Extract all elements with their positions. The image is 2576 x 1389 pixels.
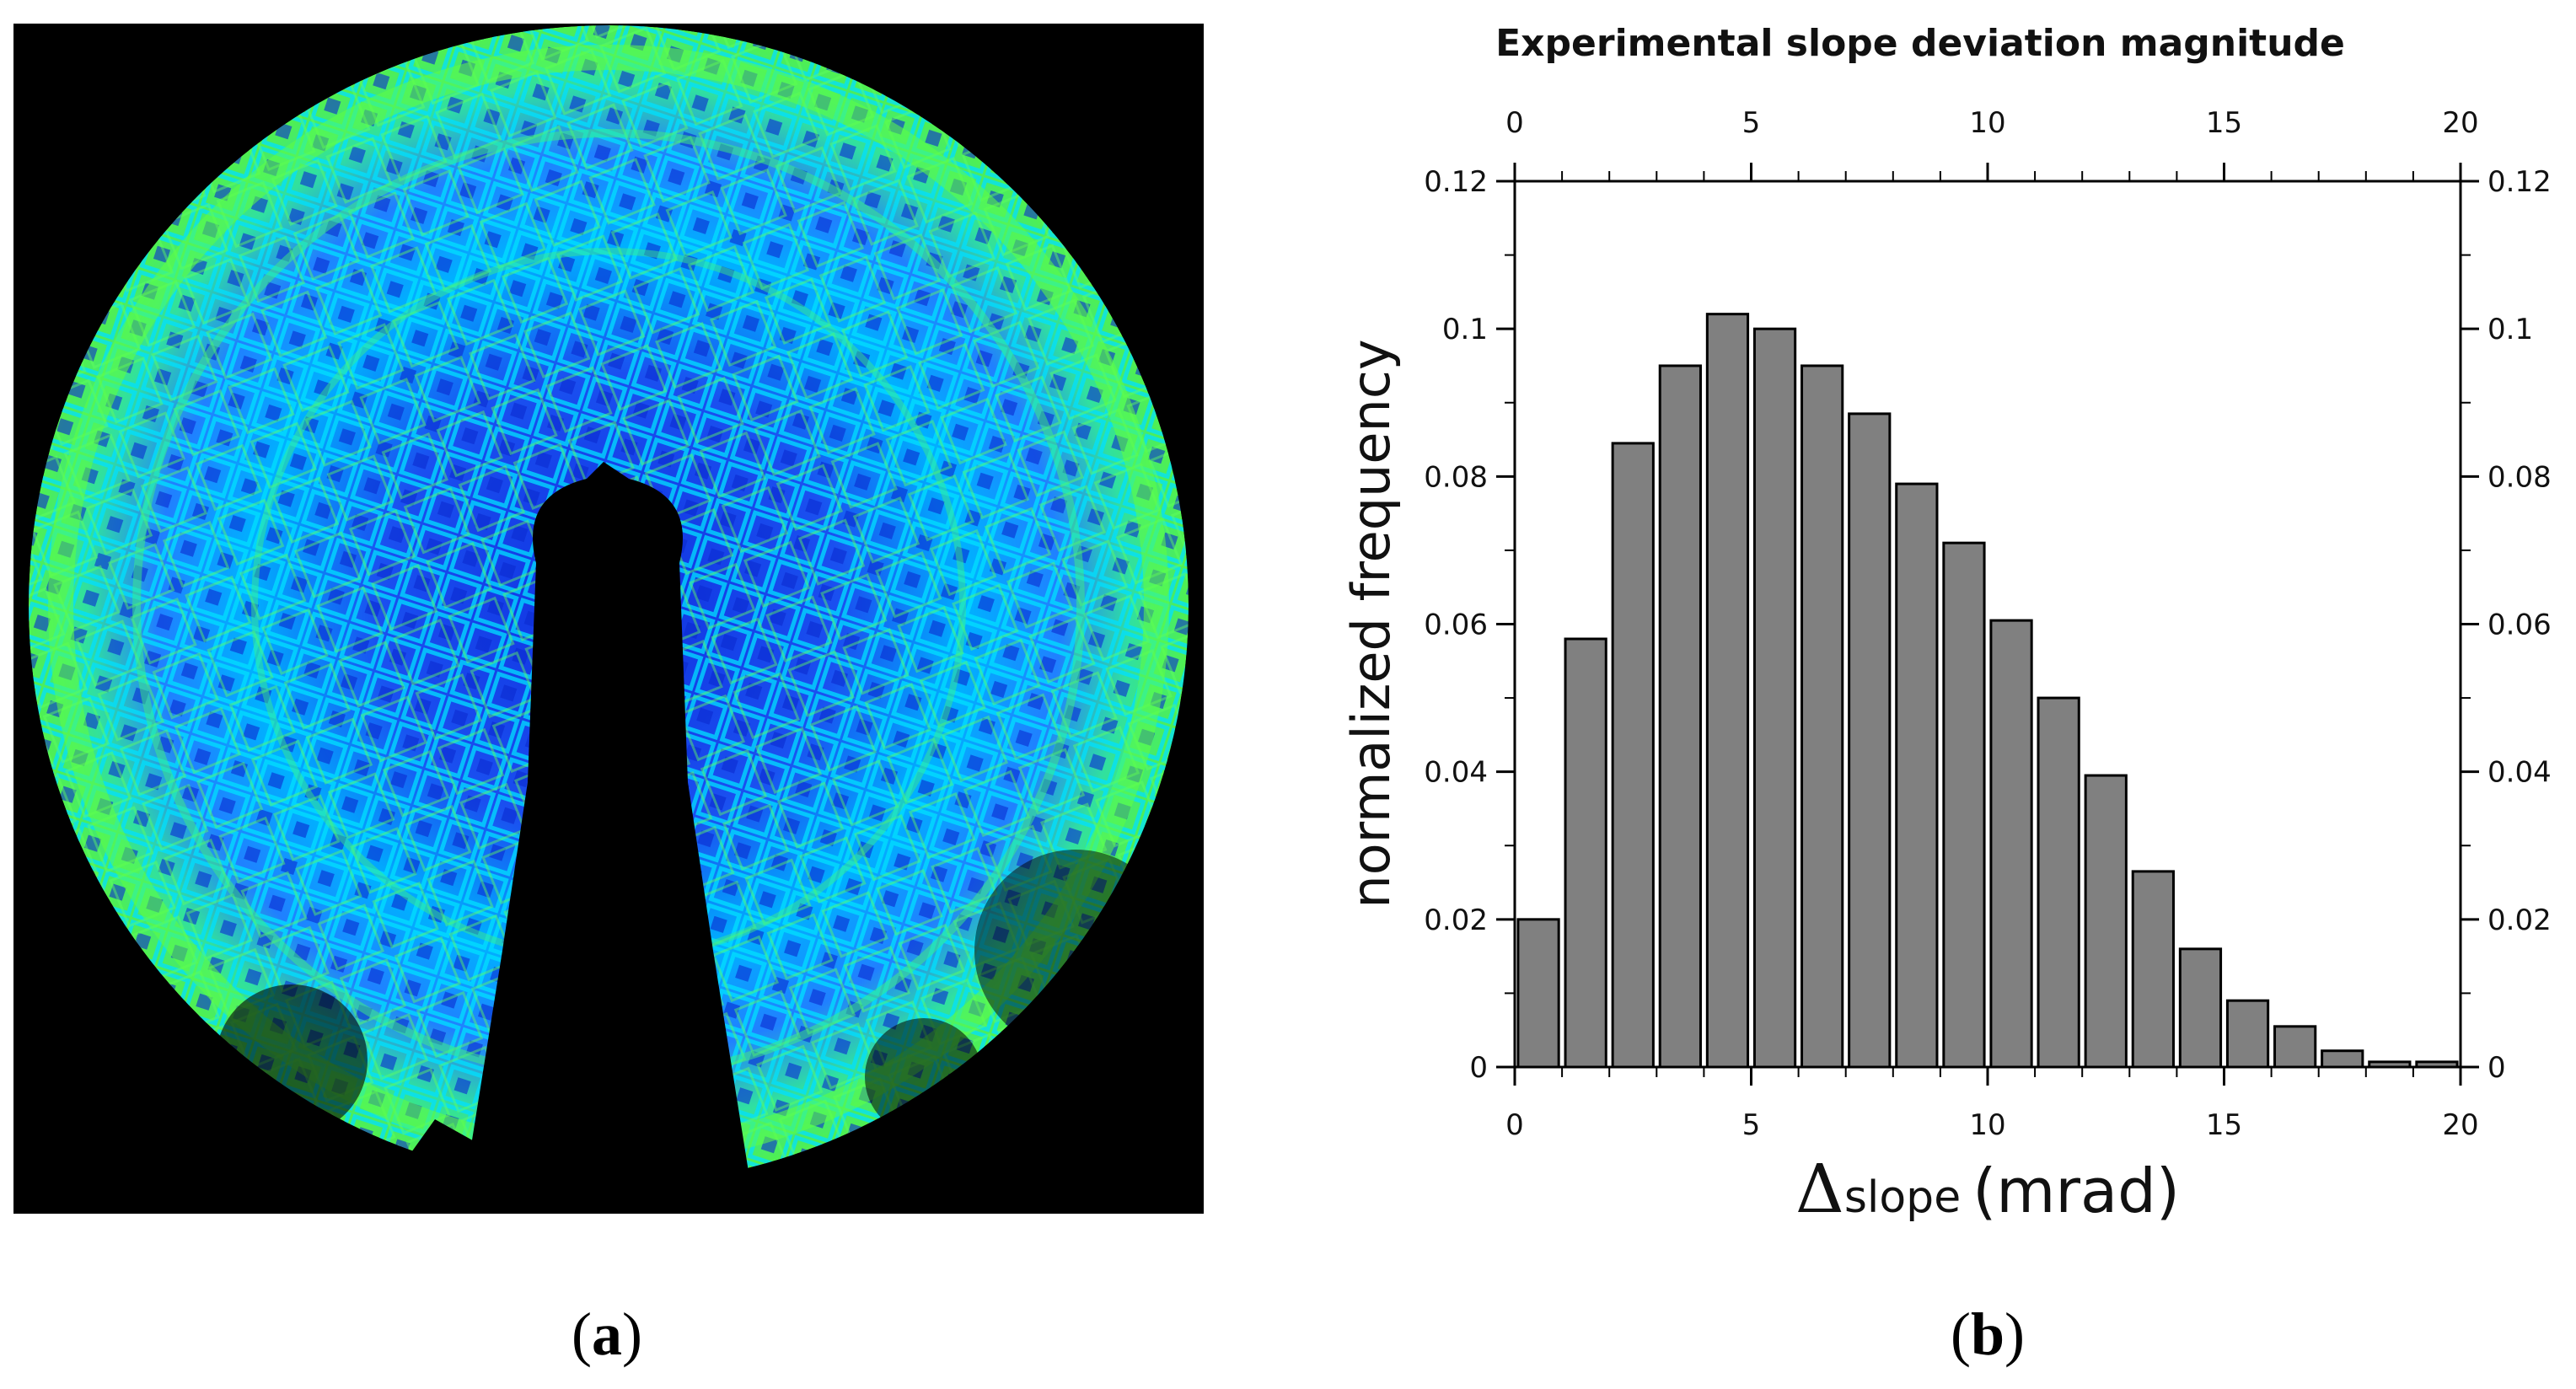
x-axis-label-unit: (mrad) — [1972, 1156, 2180, 1226]
x-tick-label-top: 20 — [2442, 106, 2478, 140]
y-tick-label-right: 0.02 — [2487, 904, 2552, 937]
y-tick-label-left: 0.12 — [1424, 165, 1488, 199]
x-tick-label-top: 0 — [1505, 106, 1524, 140]
y-tick-label-left: 0.06 — [1424, 609, 1488, 642]
x-axis-label-sub: slope — [1844, 1172, 1961, 1223]
y-tick-label-right: 0.06 — [2487, 609, 2552, 642]
x-axis-label-symbol: Δ — [1795, 1150, 1844, 1228]
histogram-bar — [2225, 999, 2270, 1069]
x-axis-label: Δslope (mrad) — [1795, 1150, 2180, 1228]
histogram-bar — [2037, 696, 2080, 1069]
x-tick-label-top: 10 — [1969, 106, 2005, 140]
y-tick-label-left: 0.04 — [1424, 756, 1488, 790]
histogram-bar — [1564, 637, 1607, 1069]
histogram-bar — [2178, 947, 2223, 1069]
y-tick-label-left: 0.08 — [1424, 460, 1488, 494]
panel-caption-b-letter: b — [1970, 1301, 2005, 1368]
heatmap-svg — [13, 24, 1204, 1214]
histogram-bar — [2131, 870, 2175, 1069]
y-tick-label-left: 0.1 — [1442, 313, 1488, 346]
x-tick-label-top: 15 — [2206, 106, 2242, 140]
y-tick-label-right: 0.12 — [2487, 165, 2552, 199]
histogram-bar — [1989, 619, 2033, 1069]
histogram-bar — [1516, 918, 1560, 1069]
panel-caption-b: (b) — [1950, 1301, 2025, 1368]
y-tick-label-right: 0.04 — [2487, 756, 2552, 790]
x-tick-label-bottom: 20 — [2442, 1108, 2478, 1142]
x-tick-label-bottom: 10 — [1969, 1108, 2005, 1142]
histogram-bar — [2321, 1049, 2364, 1069]
panel-caption-a: (a) — [572, 1301, 642, 1368]
y-tick-label-right: 0 — [2487, 1051, 2506, 1085]
y-tick-label-right: 0.08 — [2487, 460, 2552, 494]
histogram-bar — [1658, 364, 1702, 1069]
x-tick-label-bottom: 0 — [1505, 1108, 1524, 1142]
histogram-bar — [1752, 327, 1797, 1069]
slope-deviation-heatmap — [13, 24, 1204, 1214]
bars-group — [1516, 313, 2459, 1069]
histogram-bar — [1942, 541, 1986, 1069]
histogram-bar — [2273, 1025, 2317, 1069]
histogram-bar — [1611, 442, 1655, 1069]
histogram-bar — [1848, 412, 1892, 1069]
y-tick-label-left: 0.02 — [1424, 904, 1488, 937]
x-tick-label-bottom: 15 — [2206, 1108, 2242, 1142]
x-tick-label-top: 5 — [1742, 106, 1761, 140]
histogram-bar — [2084, 774, 2128, 1069]
histogram-bar — [1705, 313, 1750, 1069]
panel-caption-a-letter: a — [592, 1301, 622, 1368]
histogram-bar — [1801, 364, 1844, 1069]
histogram-bar — [1895, 482, 1939, 1069]
y-tick-label-left: 0 — [1469, 1051, 1488, 1085]
y-axis-label: normalized frequency — [1340, 339, 1402, 908]
plot-frame — [1513, 180, 2462, 1069]
y-tick-label-right: 0.1 — [2487, 313, 2533, 346]
x-tick-label-bottom: 5 — [1742, 1108, 1761, 1142]
histogram-chart: Experimental slope deviation magnitude 0… — [1315, 0, 2576, 1231]
chart-title: Experimental slope deviation magnitude — [1495, 22, 2345, 65]
histogram-svg: Experimental slope deviation magnitude 0… — [1340, 22, 2552, 1228]
